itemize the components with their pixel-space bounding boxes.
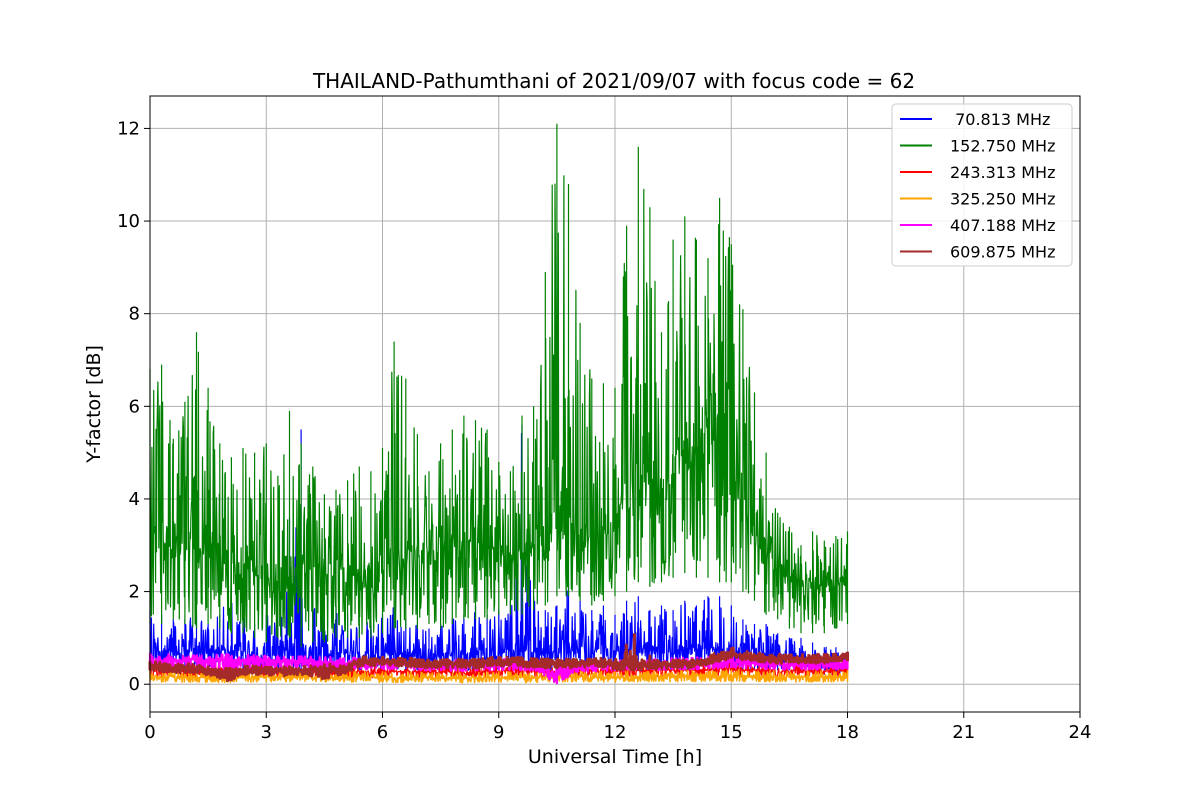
x-tick-label: 18: [836, 722, 859, 743]
legend-label: 243.313 MHz: [950, 163, 1055, 182]
y-axis: 0 2 4 6 8 10 12: [117, 118, 150, 695]
x-tick-label: 9: [493, 722, 504, 743]
legend-label: 70.813 MHz: [950, 110, 1050, 129]
legend-box: [891, 103, 1073, 267]
x-tick-label: 0: [144, 722, 155, 743]
x-tick-label: 24: [1069, 722, 1092, 743]
y-tick-label: 10: [117, 211, 140, 232]
x-tick-label: 21: [952, 722, 975, 743]
y-tick-label: 0: [129, 674, 140, 695]
x-tick-label: 12: [604, 722, 627, 743]
legend-label: 152.750 MHz: [950, 137, 1055, 156]
x-axis: 0 3 6 9 12 15 18 21 24: [144, 712, 1091, 743]
x-axis-label: Universal Time [h]: [528, 746, 702, 768]
y-tick-label: 4: [129, 489, 140, 510]
legend-label: 325.250 MHz: [950, 190, 1055, 209]
x-tick-label: 15: [720, 722, 743, 743]
y-axis-label: Y-factor [dB]: [83, 345, 105, 464]
legend-label: 609.875 MHz: [950, 243, 1055, 262]
series-line: [149, 669, 849, 684]
y-tick-label: 12: [117, 118, 140, 139]
y-tick-label: 6: [129, 396, 140, 417]
plot-area: [148, 123, 849, 685]
legend: 70.813 MHz 152.750 MHz 243.313 MHz 325.250 …: [891, 103, 1073, 267]
y-tick-label: 2: [129, 582, 140, 603]
legend-label: 407.188 MHz: [950, 216, 1055, 235]
chart-title: THAILAND-Pathumthani of 2021/09/07 with …: [312, 69, 915, 93]
x-tick-label: 6: [377, 722, 388, 743]
x-tick-label: 3: [261, 722, 272, 743]
series-line: [148, 633, 849, 682]
y-tick-label: 8: [129, 304, 140, 325]
series-line: [149, 123, 849, 648]
